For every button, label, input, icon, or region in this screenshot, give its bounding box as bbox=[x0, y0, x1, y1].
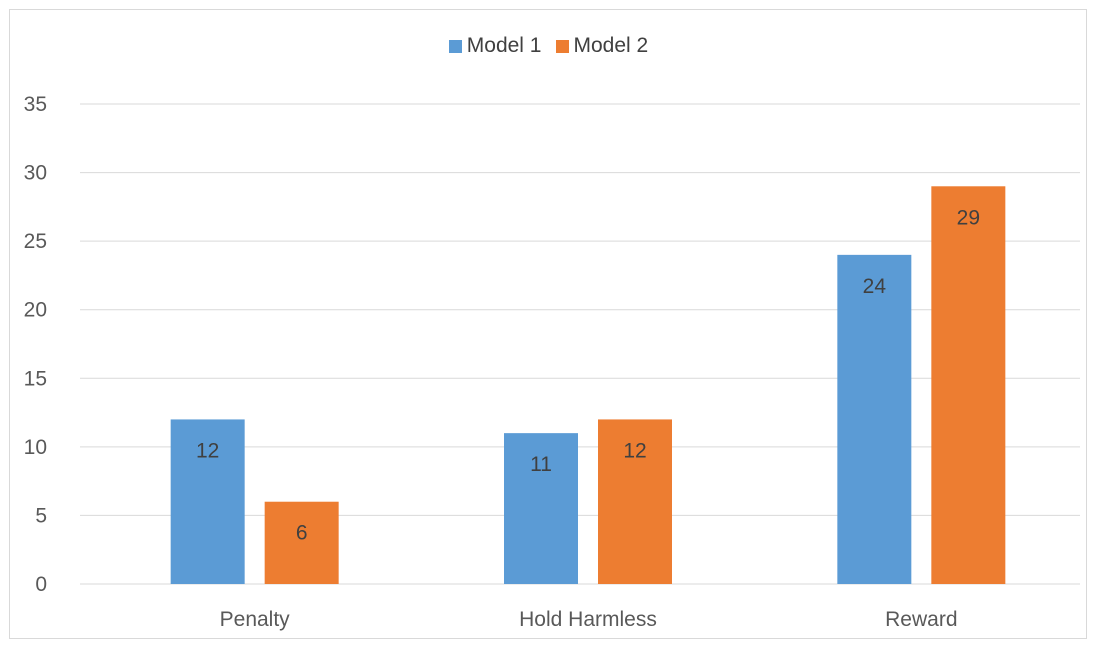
data-label: 12 bbox=[196, 439, 219, 462]
y-tick-label: 15 bbox=[24, 367, 47, 390]
bar-1-1 bbox=[504, 433, 578, 584]
legend-label-model-2: Model 2 bbox=[573, 34, 649, 57]
y-tick-label: 20 bbox=[24, 299, 47, 322]
y-tick-label: 5 bbox=[35, 504, 47, 527]
bar-1-0 bbox=[170, 419, 245, 584]
bar-1-2 bbox=[837, 254, 912, 584]
legend-label-model-1: Model 1 bbox=[466, 34, 542, 57]
y-tick-label: 35 bbox=[24, 93, 47, 116]
legend-item-model-1: Model 1 bbox=[448, 34, 542, 58]
data-label: 29 bbox=[957, 206, 980, 229]
data-label: 12 bbox=[623, 439, 646, 462]
x-tick-label: Penalty bbox=[220, 608, 291, 631]
y-tick-label: 25 bbox=[24, 230, 47, 253]
data-label: 24 bbox=[863, 275, 887, 298]
bar-2-0 bbox=[264, 501, 339, 584]
y-tick-label: 10 bbox=[24, 436, 47, 459]
legend-swatch-model-1 bbox=[448, 39, 462, 53]
legend-item-model-2: Model 2 bbox=[555, 34, 649, 58]
y-tick-label: 0 bbox=[35, 573, 47, 596]
data-label: 11 bbox=[530, 453, 552, 476]
legend: Model 1 Model 2 bbox=[0, 34, 1097, 58]
bar-2-2 bbox=[931, 186, 1006, 585]
x-tick-label: Reward bbox=[885, 608, 957, 631]
x-tick-label: Hold Harmless bbox=[519, 608, 657, 631]
bar-2-1 bbox=[598, 419, 672, 584]
data-label: 6 bbox=[296, 522, 308, 545]
legend-swatch-model-2 bbox=[555, 39, 569, 53]
y-tick-label: 30 bbox=[24, 162, 47, 185]
